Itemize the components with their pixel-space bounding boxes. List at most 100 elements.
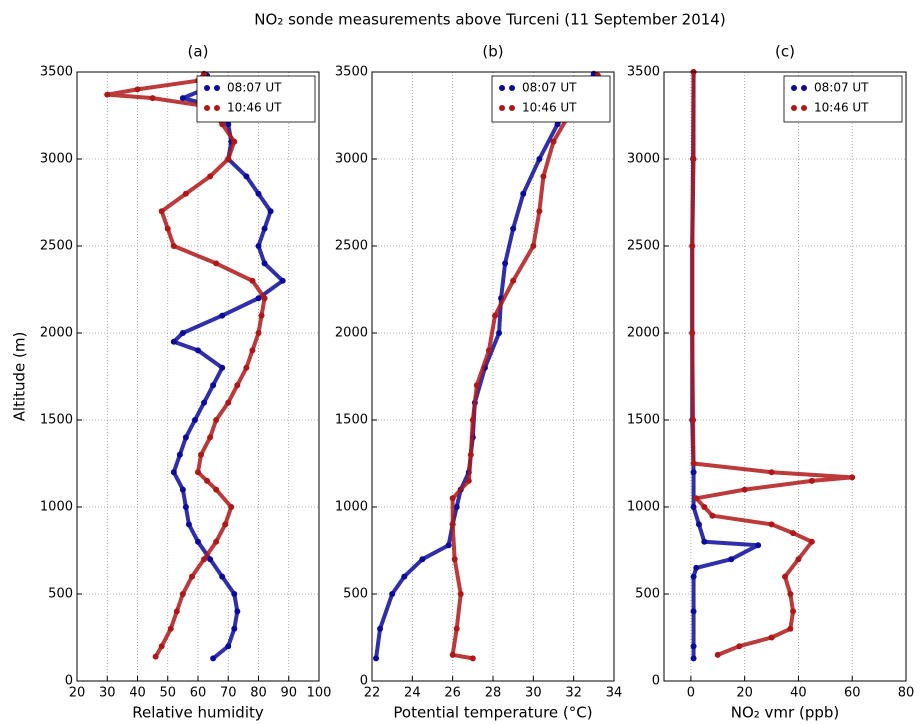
data-point — [457, 591, 464, 597]
legend-marker — [801, 105, 807, 111]
x-tick-label: 0 — [687, 686, 695, 701]
data-point — [255, 295, 262, 302]
data-point — [690, 156, 697, 162]
data-point — [510, 225, 517, 232]
data-point — [204, 477, 211, 484]
profile-line — [450, 74, 600, 661]
data-point — [225, 156, 232, 162]
x-tick-label: 80 — [898, 686, 915, 701]
data-point — [728, 556, 735, 563]
legend-marker — [791, 85, 797, 91]
data-point — [219, 312, 226, 319]
data-point — [249, 347, 256, 354]
x-tick-label: 80 — [250, 686, 267, 701]
legend-marker — [499, 85, 505, 91]
data-point — [502, 260, 509, 267]
x-tick-label: 30 — [525, 686, 542, 701]
y-tick-label: 1500 — [335, 413, 368, 428]
data-point — [213, 417, 220, 423]
y-tick-label: 3000 — [40, 152, 73, 167]
plot-area — [77, 72, 319, 681]
data-point — [695, 521, 702, 528]
x-tick-label: 22 — [364, 686, 381, 701]
y-axis-label: Altitude (m) — [11, 332, 29, 422]
x-axis-label: Potential temperature (°C) — [393, 704, 592, 722]
data-point — [451, 556, 458, 563]
data-point — [158, 208, 165, 215]
data-point — [210, 655, 217, 662]
x-tick-label: 28 — [485, 686, 502, 701]
data-point — [158, 643, 165, 650]
plot-area — [372, 72, 614, 681]
y-tick-label: 3500 — [627, 65, 660, 80]
data-point — [496, 330, 503, 336]
data-point — [261, 225, 268, 232]
x-tick-label: 100 — [307, 686, 332, 701]
data-point — [510, 277, 517, 284]
data-point — [234, 608, 241, 615]
y-tick-label: 2000 — [627, 326, 660, 341]
data-point — [182, 504, 189, 510]
data-point — [170, 469, 177, 476]
legend-marker — [499, 105, 505, 111]
data-point — [261, 260, 268, 267]
data-point — [201, 556, 208, 563]
data-point — [473, 382, 480, 389]
figure-title: NO₂ sonde measurements above Turceni (11… — [254, 11, 725, 29]
y-tick-label: 3000 — [627, 152, 660, 167]
y-tick-label: 2500 — [335, 239, 368, 254]
x-tick-label: 30 — [99, 686, 116, 701]
data-point — [243, 364, 250, 371]
data-point — [520, 190, 527, 197]
data-point — [182, 434, 189, 441]
data-point — [690, 643, 697, 650]
x-tick-label: 50 — [159, 686, 176, 701]
data-point — [170, 243, 177, 249]
data-point — [690, 608, 697, 615]
data-point — [219, 121, 226, 128]
legend-marker — [509, 85, 515, 91]
data-point — [261, 295, 268, 302]
y-tick-label: 3000 — [335, 152, 368, 167]
y-tick-label: 500 — [343, 587, 368, 602]
data-point — [453, 625, 460, 632]
data-point — [736, 643, 743, 650]
data-point — [768, 521, 775, 528]
data-point — [195, 347, 201, 354]
data-point — [787, 625, 794, 632]
data-point — [755, 542, 762, 549]
x-tick-label: 60 — [844, 686, 861, 701]
x-tick-label: 40 — [129, 686, 146, 701]
data-point — [693, 495, 700, 502]
data-point — [222, 521, 229, 528]
data-point — [389, 591, 396, 597]
y-tick-label: 0 — [65, 674, 73, 689]
data-point — [373, 655, 380, 662]
data-point — [449, 521, 456, 528]
data-point — [134, 86, 141, 93]
legend-box — [491, 75, 611, 123]
x-tick-label: 90 — [280, 686, 297, 701]
data-point — [787, 591, 794, 597]
data-point — [690, 460, 697, 467]
legend-marker — [509, 105, 515, 111]
data-point — [195, 538, 201, 545]
legend-box — [783, 75, 903, 123]
data-point — [152, 653, 159, 660]
data-point — [768, 469, 775, 476]
data-point — [485, 347, 492, 354]
data-point — [469, 417, 476, 423]
data-point — [790, 530, 797, 537]
x-tick-label: 26 — [444, 686, 461, 701]
data-point — [701, 504, 708, 510]
data-point — [550, 138, 557, 145]
data-point — [795, 556, 802, 563]
y-tick-label: 3500 — [40, 65, 73, 80]
data-point — [213, 260, 220, 267]
data-point — [701, 538, 708, 545]
x-tick-label: 34 — [606, 686, 623, 701]
x-tick-label: 24 — [404, 686, 421, 701]
data-point — [195, 469, 201, 476]
data-point — [179, 95, 186, 102]
